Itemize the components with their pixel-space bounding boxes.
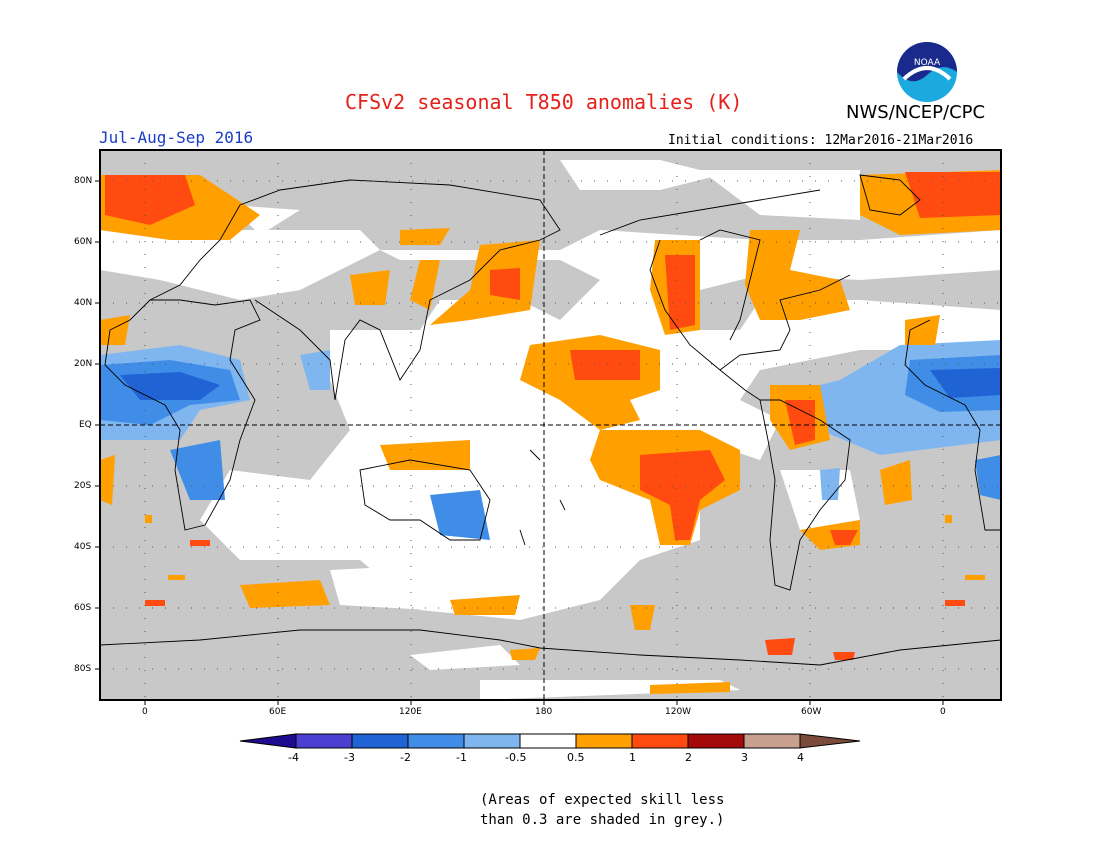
- legend-swatch: [351, 733, 409, 749]
- legend-label: 0.5: [567, 751, 585, 764]
- legend-label: 1: [629, 751, 636, 764]
- agency-label: NWS/NCEP/CPC: [846, 102, 986, 123]
- noaa-logo: NOAA: [897, 42, 957, 102]
- legend-swatch: [743, 733, 801, 749]
- legend-swatch: [687, 733, 745, 749]
- legend-label: -3: [344, 751, 355, 764]
- legend-swatch: [463, 733, 521, 749]
- lat-label: 60N: [74, 237, 93, 247]
- lon-label: 60E: [269, 707, 287, 717]
- legend-label: -0.5: [505, 751, 527, 764]
- season-label: Jul-Aug-Sep 2016: [99, 128, 254, 147]
- legend-label: 2: [685, 751, 692, 764]
- lon-label: 180: [535, 707, 553, 717]
- initial-conditions: Initial conditions: 12Mar2016-21Mar2016: [668, 133, 974, 148]
- legend-swatch-min: [239, 733, 297, 749]
- lon-label: 0: [940, 707, 946, 717]
- skill-note-line2: than 0.3 are shaded in grey.): [480, 812, 725, 828]
- grid-lines: [100, 150, 1001, 700]
- legend-swatch: [575, 733, 633, 749]
- lat-label: EQ: [79, 420, 92, 430]
- axis-ticks: [95, 180, 944, 705]
- map-title: CFSv2 seasonal T850 anomalies (K): [345, 90, 743, 114]
- legend-label: -1: [456, 751, 467, 764]
- lat-label: 40S: [74, 542, 92, 552]
- legend-label: -4: [288, 751, 299, 764]
- legend-swatch: [519, 733, 577, 749]
- lon-label: 120W: [665, 707, 692, 717]
- color-legend: [239, 733, 861, 749]
- lon-label: 60W: [801, 707, 822, 717]
- lat-label: 60S: [74, 603, 92, 613]
- legend-swatch-max: [799, 733, 861, 749]
- coastlines: [100, 174, 1001, 666]
- lat-label: 80N: [74, 176, 93, 186]
- legend-swatch: [631, 733, 689, 749]
- legend-label: -2: [400, 751, 411, 764]
- lat-label: 20S: [74, 481, 92, 491]
- lat-label: 40N: [74, 298, 93, 308]
- legend-swatch: [295, 733, 353, 749]
- lon-label: 120E: [399, 707, 422, 717]
- legend-label: 4: [797, 751, 804, 764]
- lat-label: 80S: [74, 664, 92, 674]
- skill-note-line1: (Areas of expected skill less: [480, 792, 725, 808]
- positive-regions: [100, 170, 1001, 694]
- legend-swatch: [407, 733, 465, 749]
- lat-label: 20N: [74, 359, 93, 369]
- legend-label: 3: [741, 751, 748, 764]
- logo-text: NOAA: [914, 58, 941, 68]
- negative-regions: [100, 340, 1001, 540]
- lon-label: 0: [142, 707, 148, 717]
